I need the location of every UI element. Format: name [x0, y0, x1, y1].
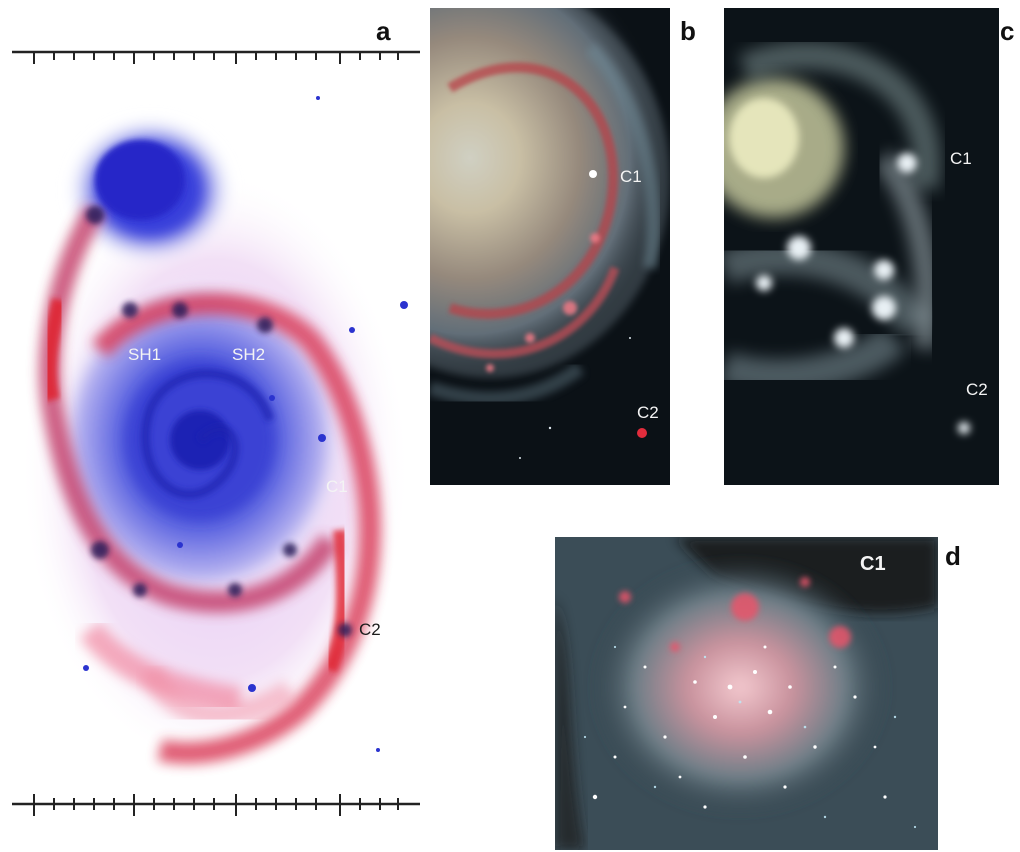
label-sh2: SH2	[232, 345, 266, 364]
label-c1-panel-b: C1	[620, 167, 642, 186]
panel-c-letter: c	[1000, 16, 1015, 46]
panel-a-letter: a	[376, 16, 391, 46]
galaxy-image-panel-d	[555, 537, 938, 850]
top-scale-ruler	[12, 50, 420, 64]
label-c1-panel-d: C1	[860, 553, 886, 575]
label-sh1: SH1	[128, 345, 162, 364]
panel-b-letter: b	[680, 16, 696, 46]
label-c2-panel-b: C2	[637, 403, 659, 422]
galaxy-image-panel-a	[20, 96, 410, 770]
bottom-scale-ruler	[12, 794, 420, 816]
label-c1-panel-a: C1	[326, 477, 348, 496]
galaxy-image-panel-c	[724, 8, 999, 485]
panel-a: a	[0, 0, 430, 852]
galaxy-image-panel-b	[430, 8, 670, 485]
panel-d-letter: d	[945, 541, 961, 571]
label-c1-panel-c: C1	[950, 149, 972, 168]
label-c2-panel-c: C2	[966, 380, 988, 399]
label-c2-panel-a: C2	[359, 620, 381, 639]
